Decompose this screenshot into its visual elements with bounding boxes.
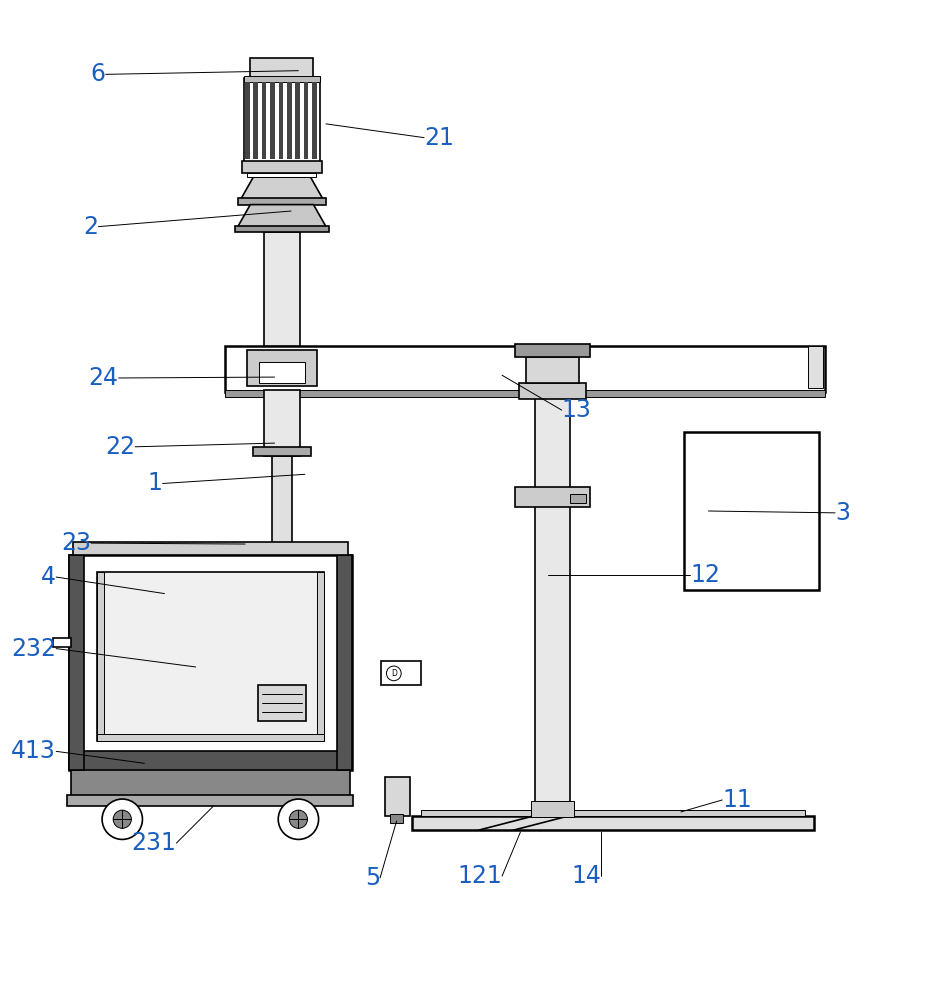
- Bar: [287, 82, 291, 159]
- Text: 231: 231: [132, 831, 176, 855]
- Bar: [253, 447, 312, 456]
- Text: 4: 4: [41, 565, 56, 589]
- Bar: [570, 494, 587, 503]
- Bar: [421, 810, 805, 816]
- Text: 11: 11: [723, 788, 752, 812]
- Circle shape: [102, 799, 142, 839]
- Bar: [385, 777, 410, 816]
- Bar: [515, 344, 590, 357]
- Bar: [67, 795, 354, 806]
- Text: 121: 121: [458, 864, 502, 888]
- Bar: [279, 82, 284, 159]
- Bar: [259, 362, 305, 383]
- Bar: [381, 661, 421, 685]
- Text: 22: 22: [105, 435, 135, 459]
- Bar: [96, 734, 324, 741]
- Bar: [69, 555, 83, 770]
- Circle shape: [278, 799, 318, 839]
- Bar: [242, 161, 322, 173]
- Text: 3: 3: [835, 501, 850, 525]
- Text: 13: 13: [562, 398, 592, 422]
- Text: 232: 232: [11, 637, 56, 661]
- Bar: [239, 198, 326, 205]
- Bar: [52, 638, 71, 647]
- Bar: [69, 751, 352, 770]
- Circle shape: [113, 810, 131, 828]
- Bar: [69, 555, 352, 770]
- Bar: [244, 76, 319, 82]
- Text: 413: 413: [11, 739, 56, 763]
- Bar: [683, 432, 820, 590]
- Bar: [245, 82, 250, 159]
- Bar: [295, 82, 300, 159]
- Text: 12: 12: [690, 563, 720, 587]
- Bar: [247, 350, 316, 386]
- Bar: [535, 394, 570, 821]
- Text: 14: 14: [571, 864, 601, 888]
- Bar: [254, 82, 258, 159]
- Bar: [532, 801, 574, 817]
- Bar: [271, 82, 275, 159]
- Bar: [96, 572, 324, 741]
- Bar: [303, 82, 308, 159]
- Bar: [809, 346, 823, 388]
- Bar: [235, 226, 329, 232]
- Text: 23: 23: [61, 531, 91, 555]
- Bar: [225, 390, 825, 397]
- Bar: [271, 456, 292, 783]
- Text: 1: 1: [148, 471, 163, 495]
- Bar: [244, 78, 319, 162]
- Text: 2: 2: [83, 215, 98, 239]
- Polygon shape: [240, 177, 324, 201]
- Bar: [316, 572, 324, 741]
- Bar: [337, 555, 352, 770]
- Text: D: D: [391, 669, 397, 678]
- Bar: [264, 232, 300, 346]
- Bar: [264, 390, 300, 456]
- Bar: [515, 487, 590, 507]
- Polygon shape: [237, 205, 327, 228]
- Text: 21: 21: [424, 126, 454, 150]
- Bar: [390, 814, 403, 823]
- Bar: [519, 383, 587, 399]
- Circle shape: [387, 666, 402, 681]
- Bar: [258, 685, 306, 721]
- Text: 24: 24: [89, 366, 119, 390]
- Bar: [312, 82, 316, 159]
- Text: 6: 6: [91, 62, 106, 86]
- Bar: [250, 58, 314, 78]
- Bar: [262, 82, 267, 159]
- Bar: [247, 173, 316, 177]
- Bar: [526, 357, 579, 383]
- Bar: [71, 768, 350, 797]
- Text: 5: 5: [365, 866, 380, 890]
- Bar: [225, 346, 825, 392]
- Circle shape: [289, 810, 308, 828]
- Bar: [96, 572, 104, 741]
- Bar: [412, 816, 814, 830]
- Bar: [73, 542, 348, 555]
